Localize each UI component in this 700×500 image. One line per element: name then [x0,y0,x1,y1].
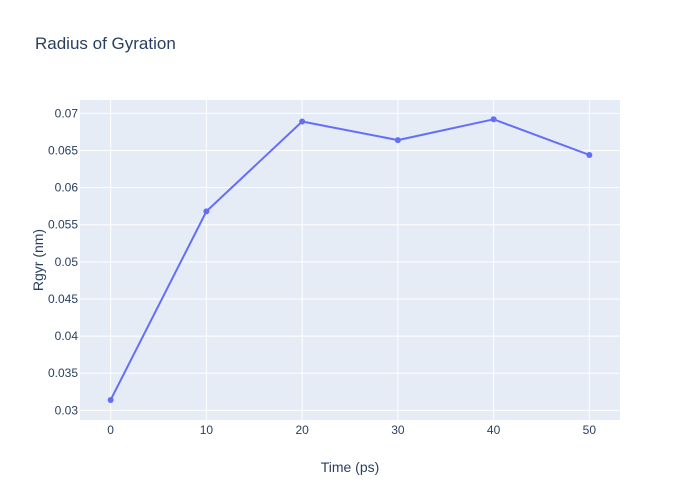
x-tick-label: 50 [583,423,597,437]
y-tick-label: 0.07 [55,106,79,120]
x-tick-labels: 0 10 20 30 40 50 [107,423,596,437]
plot-area [80,100,620,420]
x-tick-label: 30 [391,423,405,437]
x-tick-label: 0 [107,423,114,437]
x-axis-title: Time (ps) [321,459,380,475]
y-tick-label: 0.035 [48,366,78,380]
y-tick-label: 0.055 [48,218,78,232]
x-tick-label: 40 [487,423,501,437]
y-tick-label: 0.03 [55,403,79,417]
y-tick-label: 0.065 [48,143,78,157]
chart-title: Radius of Gyration [35,34,176,53]
y-tick-label: 0.045 [48,292,78,306]
data-point [107,396,114,403]
y-gridlines [80,112,620,411]
y-tick-label: 0.04 [55,329,79,343]
x-tick-label: 20 [295,423,309,437]
y-tick-labels: 0.03 0.035 0.04 0.045 0.05 0.055 0.06 0.065 0.07 [48,106,78,417]
data-point [490,116,497,123]
data-point [299,118,306,125]
y-tick-label: 0.06 [55,181,79,195]
y-axis-title: Rgyr (nm) [30,229,46,291]
series-line [109,118,590,401]
data-point [586,151,593,158]
data-point [394,137,401,144]
data-point [203,208,210,215]
y-tick-label: 0.05 [55,255,79,269]
series-layer [107,116,593,403]
x-gridlines [110,100,590,420]
x-tick-label: 10 [200,423,214,437]
